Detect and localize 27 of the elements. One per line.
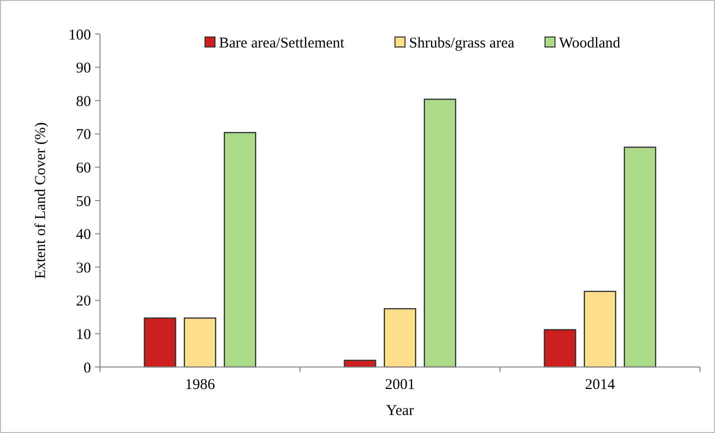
y-tick-label: 60 [76,160,91,176]
x-tick-label: 2001 [385,377,415,393]
x-axis-title: Year [386,403,414,419]
bar [584,290,616,368]
bar [384,308,416,368]
y-tick-label: 0 [84,360,91,376]
y-tick-label: 70 [76,127,91,144]
y-axis-title: Extent of Land Cover (%) [33,122,49,279]
bar [144,317,176,368]
bar [224,132,256,368]
y-tick-label: 40 [76,227,91,244]
bar [424,98,456,368]
bar [624,146,656,368]
legend-label: Bare area/Settlement [219,35,346,52]
x-tick-label: 2014 [585,377,616,393]
bar [544,329,576,368]
y-tick-label: 30 [76,260,91,276]
y-tick-label: 90 [76,60,91,77]
y-tick-label: 10 [76,326,91,343]
y-tick-label: 80 [76,94,91,110]
legend-label: Woodland [559,35,621,52]
y-tick-label: 100 [68,27,91,44]
x-tick-label: 1986 [185,377,216,393]
legend-label: Shrubs/grass area [409,35,515,52]
bar [184,317,216,368]
y-tick-label: 20 [76,294,91,310]
y-tick-label: 50 [76,194,91,210]
